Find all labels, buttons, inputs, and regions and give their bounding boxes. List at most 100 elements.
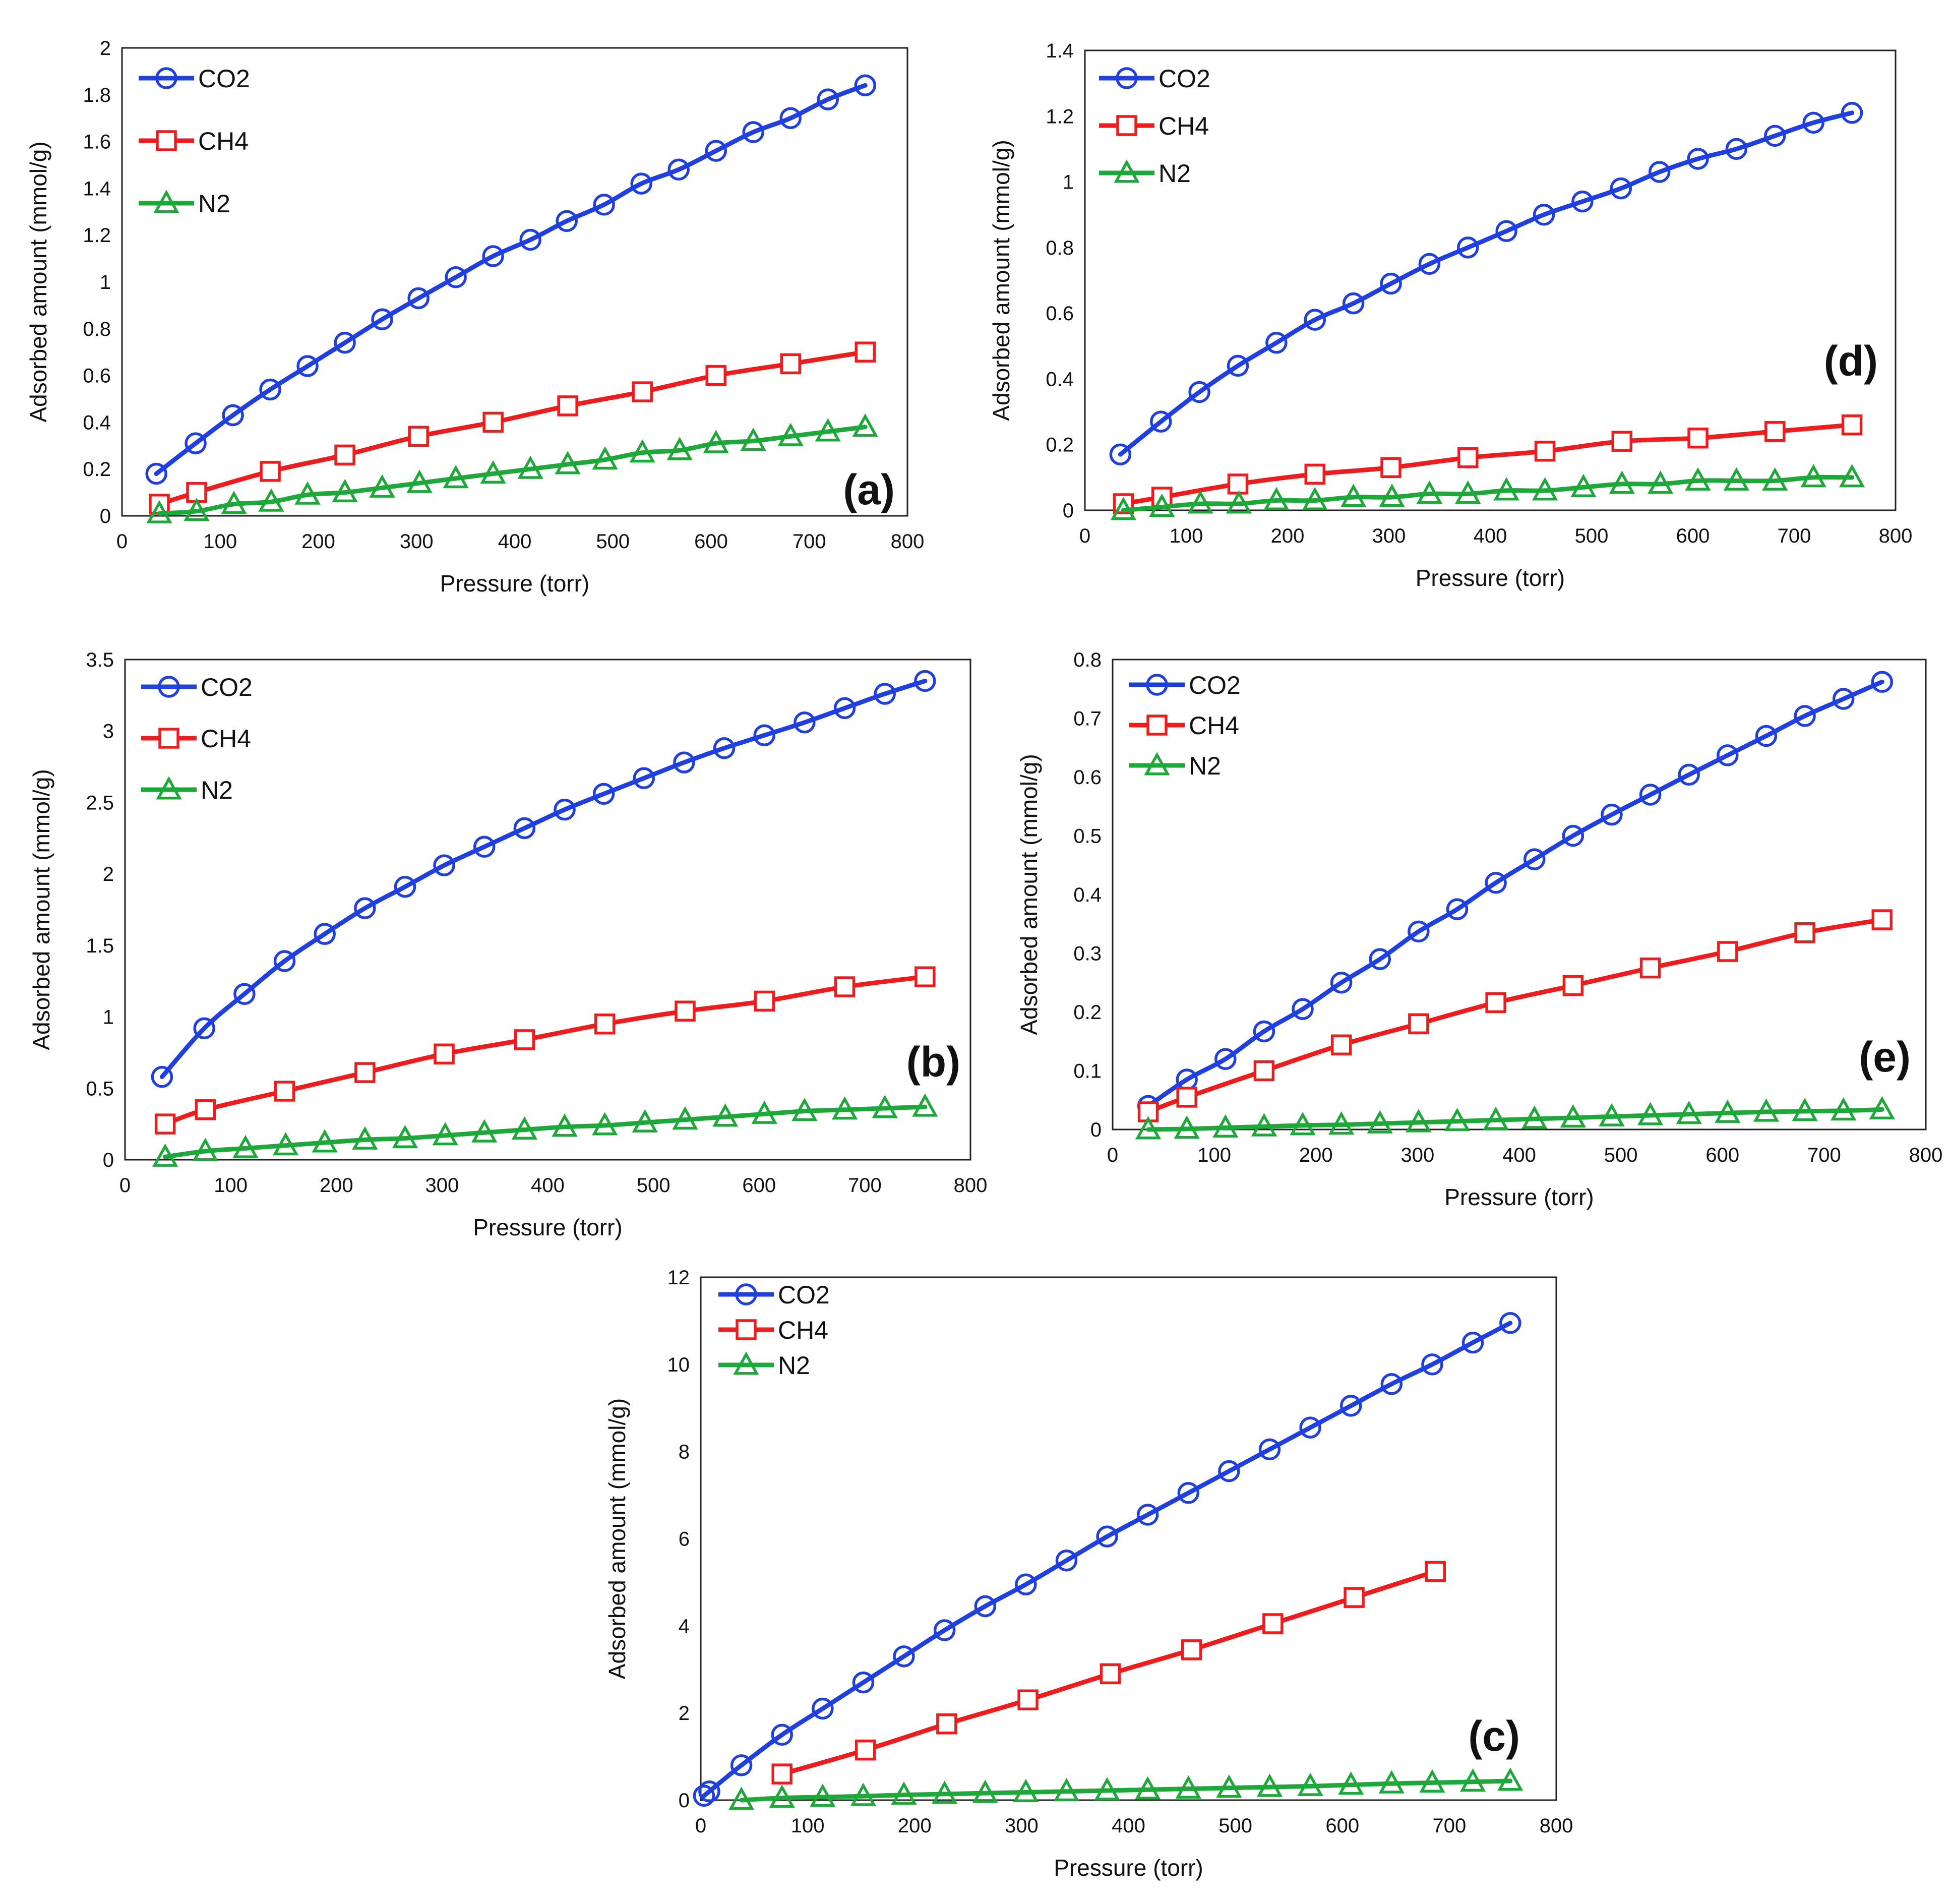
data-point-n2 — [352, 1126, 378, 1150]
data-point-co2 — [1380, 1373, 1403, 1395]
data-point-ch4 — [1457, 447, 1479, 468]
data-point-n2 — [1378, 1770, 1405, 1794]
legend-label-ch4: CH4 — [198, 127, 249, 155]
y-axis-label: Adsorbed amount (mmol/g) — [988, 140, 1014, 421]
data-point-n2 — [912, 1093, 938, 1117]
legend-label-co2: CO2 — [1159, 65, 1210, 93]
y-tick-label: 0.8 — [83, 318, 111, 340]
data-point-co2 — [1485, 871, 1507, 894]
y-tick-label: 1.2 — [1046, 105, 1074, 128]
data-point-n2 — [392, 1124, 418, 1149]
data-point-co2 — [1533, 203, 1555, 226]
series-ch4 — [1137, 909, 1893, 1122]
data-point-ch4 — [434, 1043, 455, 1065]
data-point-co2 — [185, 432, 207, 454]
data-point-n2 — [258, 488, 284, 512]
data-point-n2 — [369, 474, 395, 498]
y-tick-label: 2 — [100, 37, 111, 60]
data-point-co2 — [1258, 1438, 1281, 1461]
y-tick-label: 6 — [679, 1528, 690, 1551]
data-point-n2 — [552, 1113, 578, 1137]
data-point-n2 — [1013, 1778, 1039, 1802]
data-point-n2 — [1175, 1775, 1201, 1799]
y-tick-label: 0.6 — [83, 365, 111, 387]
plot-area-frame — [700, 1276, 1557, 1801]
data-point-n2 — [443, 465, 469, 489]
y-tick-label: 0 — [1090, 1119, 1102, 1141]
data-point-co2 — [1136, 1504, 1159, 1526]
x-tick-label: 200 — [320, 1174, 353, 1197]
data-point-n2 — [555, 451, 581, 474]
data-point-n2 — [712, 1103, 739, 1127]
plot-area-frame — [121, 47, 908, 517]
legend-marker-co2 — [1116, 67, 1138, 89]
series-line-co2 — [701, 1321, 1513, 1798]
y-tick-label: 1.8 — [83, 84, 111, 106]
data-point-co2 — [852, 1671, 875, 1694]
data-point-n2 — [1340, 484, 1367, 507]
data-point-co2 — [933, 1619, 956, 1641]
data-point-co2 — [1299, 1416, 1321, 1439]
data-point-ch4 — [1017, 1689, 1039, 1710]
data-point-co2 — [1610, 177, 1632, 200]
data-point-co2 — [482, 245, 504, 267]
series-co2 — [145, 74, 877, 485]
legend-marker-n2 — [733, 1351, 759, 1375]
y-tick-label: 0.4 — [1073, 884, 1102, 906]
data-point-co2 — [779, 107, 802, 129]
y-tick-label: 1.4 — [83, 177, 111, 200]
data-point-ch4 — [514, 1029, 535, 1050]
data-point-n2 — [777, 423, 804, 446]
data-point-ch4 — [675, 1000, 696, 1022]
data-point-n2 — [1212, 1114, 1239, 1138]
series-co2 — [693, 1312, 1521, 1807]
data-point-co2 — [1253, 1020, 1275, 1043]
data-point-co2 — [233, 983, 256, 1005]
data-point-n2 — [1532, 477, 1558, 501]
data-point-n2 — [1560, 1104, 1587, 1128]
y-tick-label: 0.4 — [83, 411, 111, 434]
data-point-co2 — [1227, 354, 1249, 377]
legend-label-co2: CO2 — [1189, 671, 1241, 699]
x-tick-label: 600 — [1705, 1144, 1739, 1166]
y-axis-label: Adsorbed amount (mmol/g) — [604, 1398, 630, 1679]
data-point-co2 — [817, 88, 839, 110]
data-point-n2 — [629, 439, 655, 463]
data-point-n2 — [184, 498, 210, 521]
series-ch4 — [149, 341, 876, 515]
series-line-co2 — [154, 83, 868, 476]
x-axis-label: Pressure (torr) — [473, 1214, 622, 1240]
data-point-n2 — [891, 1781, 917, 1805]
legend: CO2 CH4 N2 — [141, 673, 253, 804]
data-point-co2 — [1446, 898, 1469, 920]
legend-label-co2: CO2 — [778, 1281, 830, 1309]
data-point-ch4 — [1181, 1639, 1202, 1660]
x-tick-label: 700 — [848, 1174, 882, 1197]
data-point-n2 — [1609, 470, 1635, 494]
legend-label-ch4: CH4 — [1189, 711, 1239, 740]
data-point-co2 — [1764, 125, 1786, 147]
legend-marker-co2 — [735, 1283, 757, 1305]
y-tick-label: 0.7 — [1073, 708, 1102, 730]
y-tick-label: 10 — [667, 1354, 690, 1376]
legend-label-n2: N2 — [1189, 752, 1221, 780]
series-line-n2 — [739, 1778, 1513, 1803]
data-point-n2 — [1800, 464, 1826, 488]
data-point-n2 — [1149, 493, 1175, 517]
series-ch4 — [154, 966, 936, 1135]
data-point-ch4 — [855, 1739, 876, 1761]
data-point-n2 — [751, 1100, 777, 1124]
x-tick-label: 100 — [1170, 525, 1203, 547]
series-n2 — [152, 1093, 938, 1167]
data-point-co2 — [1562, 824, 1584, 847]
data-point-co2 — [874, 683, 896, 705]
data-point-co2 — [334, 331, 356, 354]
data-point-ch4 — [154, 1113, 176, 1135]
data-point-co2 — [1214, 1048, 1237, 1070]
x-tick-label: 0 — [695, 1815, 706, 1837]
data-point-ch4 — [1408, 1013, 1429, 1035]
x-axis-label: Pressure (torr) — [1416, 565, 1565, 591]
x-axis-label: Pressure (torr) — [1054, 1855, 1203, 1881]
data-point-ch4 — [780, 353, 801, 375]
data-point-co2 — [1096, 1525, 1118, 1548]
